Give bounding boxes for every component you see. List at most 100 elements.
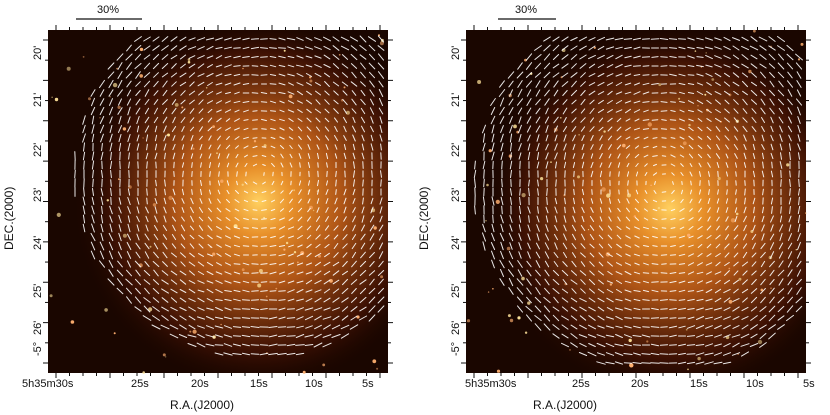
polarization-vector <box>633 46 641 50</box>
polarization-vector <box>207 234 213 240</box>
polarization-vector <box>696 298 704 302</box>
polarization-vector <box>322 342 332 348</box>
polarization-vector <box>187 343 197 347</box>
polarization-vector <box>191 162 193 168</box>
polarization-vector <box>143 36 151 42</box>
polarization-vector <box>599 153 603 159</box>
polarization-vector <box>742 270 748 276</box>
polarization-vector <box>779 161 783 169</box>
polarization-vector <box>553 89 559 97</box>
polarization-vector <box>552 288 560 294</box>
polarization-vector <box>269 290 277 292</box>
polarization-vector <box>787 260 793 268</box>
polarization-vector <box>187 334 197 338</box>
polarization-vector <box>597 325 605 329</box>
polarization-vector <box>633 91 641 95</box>
polarization-vector <box>624 325 632 329</box>
polarization-vector <box>233 235 241 239</box>
polarization-vector <box>632 362 642 364</box>
polarization-vector <box>599 207 603 213</box>
polarization-vector <box>780 206 782 214</box>
polarization-vector <box>134 260 142 268</box>
polarization-vector <box>170 315 178 321</box>
polarization-vector <box>252 227 258 229</box>
polarization-vector <box>518 116 522 124</box>
polarization-vector <box>669 119 677 121</box>
polarization-vector <box>690 180 692 186</box>
polarization-vector <box>714 343 722 347</box>
polarization-vector <box>596 342 606 348</box>
polarization-vector <box>678 307 686 311</box>
polarization-vector <box>359 270 367 276</box>
polarization-vector <box>360 81 366 87</box>
polarization-vector <box>343 206 347 214</box>
polarization-vector <box>342 225 348 231</box>
polarization-vector <box>164 179 166 187</box>
polarization-vector <box>733 144 739 150</box>
polarization-vector <box>378 287 384 295</box>
polarization-vector <box>715 82 721 86</box>
polarization-vector <box>724 99 730 105</box>
polarization-vector <box>517 269 523 277</box>
polarization-vector <box>733 225 739 231</box>
polarization-vector <box>350 63 358 69</box>
polarization-vector <box>377 296 385 304</box>
polarization-vector <box>225 127 231 131</box>
x-tick-label: 5h35m30s <box>465 378 517 390</box>
polarization-vector <box>224 73 232 77</box>
polarization-vector <box>760 296 766 304</box>
polarization-vector <box>607 90 613 96</box>
polarization-vector <box>607 100 613 104</box>
polarization-vector <box>225 118 231 122</box>
polarization-vector <box>482 160 486 170</box>
polarization-vector <box>172 197 176 205</box>
polarization-vector <box>687 290 695 292</box>
polarization-vector <box>526 125 532 133</box>
polarization-vector <box>324 126 330 132</box>
polarization-vector <box>659 362 669 364</box>
polarization-vector <box>723 64 731 68</box>
polarization-vector <box>146 143 148 151</box>
polarization-vector <box>377 305 385 313</box>
polarization-vector <box>732 325 740 329</box>
polarization-vector <box>615 307 623 311</box>
polarization-vector <box>696 37 704 41</box>
polarization-vector <box>295 344 305 346</box>
polarization-vector <box>579 270 587 276</box>
polarization-vector <box>214 316 224 320</box>
polarization-vector <box>753 206 755 214</box>
polarization-vector <box>205 343 215 347</box>
polarization-vector <box>578 36 588 42</box>
polarization-vector <box>198 90 204 96</box>
polarization-vector <box>787 98 793 106</box>
polarization-vector <box>699 171 701 177</box>
polarization-vector <box>543 44 551 52</box>
polarization-vector <box>243 199 249 203</box>
polarization-vector <box>723 334 731 338</box>
polarization-vector <box>526 260 532 268</box>
polarization-vector <box>780 152 782 160</box>
axis-ticks <box>43 25 393 378</box>
polarization-vector <box>216 262 222 266</box>
polarization-vector <box>279 217 285 221</box>
polarization-vector <box>342 261 348 267</box>
polarization-vector <box>279 226 285 230</box>
polarization-vector <box>696 271 704 275</box>
polarization-vector <box>322 334 332 338</box>
polarization-vector <box>171 99 177 105</box>
polarization-vector <box>615 298 623 302</box>
polarization-vector <box>732 37 740 41</box>
polarization-vector <box>588 297 596 303</box>
polarization-vector <box>714 271 722 275</box>
polarization-vector <box>161 288 169 294</box>
polarization-vector <box>197 316 205 320</box>
polarization-vector <box>633 55 641 59</box>
polarization-vector <box>552 333 560 339</box>
polarization-vector <box>297 225 303 231</box>
polarization-vector <box>510 169 512 179</box>
polarization-vector <box>751 234 757 240</box>
polarization-vector <box>771 206 773 214</box>
polarization-vector <box>615 325 623 329</box>
polarization-vector <box>641 334 651 338</box>
polarization-vector <box>153 116 159 124</box>
